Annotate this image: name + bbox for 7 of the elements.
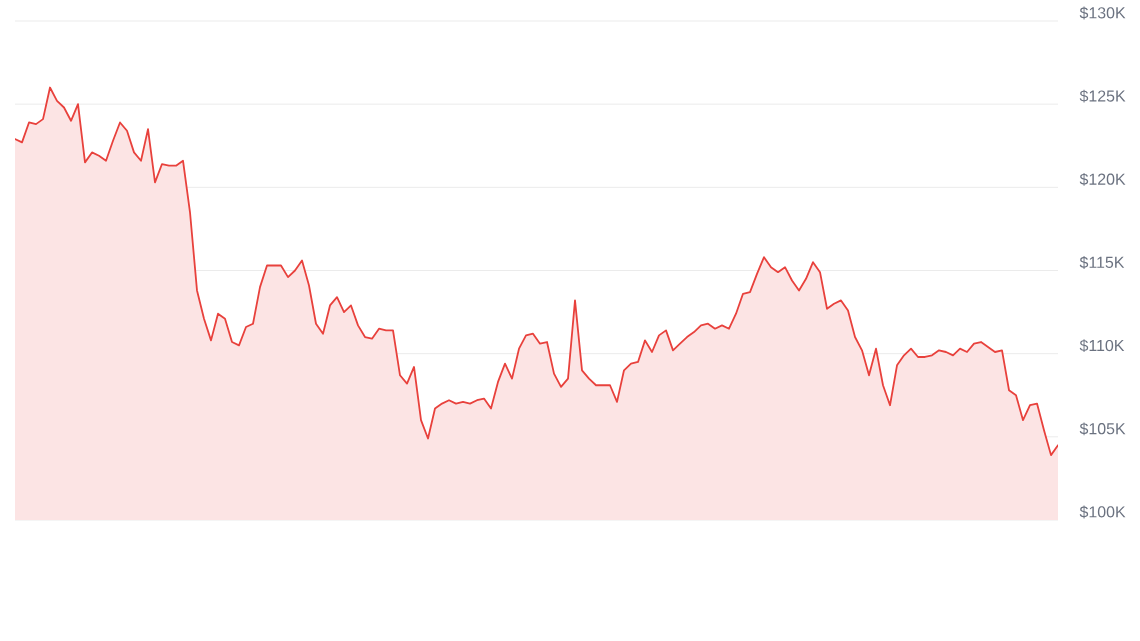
- y-tick-label: $100K: [1079, 505, 1126, 519]
- y-tick-label: $115K: [1079, 256, 1125, 269]
- y-tick-label: $120K: [1079, 172, 1126, 186]
- y-tick-label: $110K: [1079, 339, 1125, 353]
- y-tick-label: $125K: [1079, 89, 1126, 103]
- y-tick-label: $105K: [1079, 422, 1126, 436]
- y-tick-label: $130K: [1079, 6, 1126, 20]
